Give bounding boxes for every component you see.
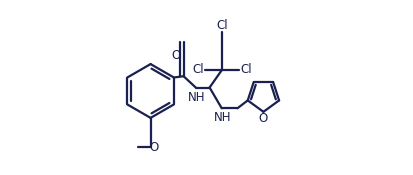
Text: O: O — [258, 112, 267, 125]
Text: Cl: Cl — [192, 63, 204, 76]
Text: O: O — [171, 49, 180, 62]
Text: O: O — [149, 141, 158, 154]
Text: Cl: Cl — [239, 63, 251, 76]
Text: NH: NH — [188, 90, 205, 104]
Text: Cl: Cl — [216, 19, 228, 32]
Text: NH: NH — [214, 111, 231, 124]
